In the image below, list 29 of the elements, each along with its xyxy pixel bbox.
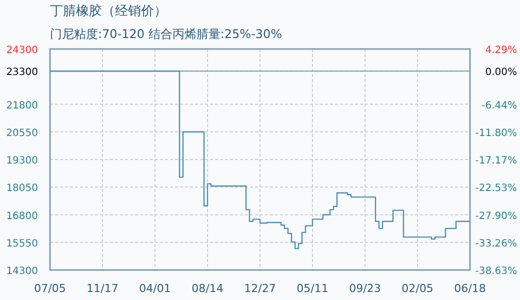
y2-tick-label: 4.29% [485,45,517,56]
x-tick-label: 12/27 [244,282,276,295]
y2-tick-label: 0.00% [485,67,517,78]
chart-subtitle: 门尼粘度:70-120 结合丙烯腈量:25%-30% [50,27,282,41]
y2-tick-label: -22.53% [475,183,517,194]
y-tick-label: 19300 [6,156,38,166]
y2-tick-label: -38.63% [475,266,517,277]
y-tick-label: 20550 [6,128,38,139]
y-tick-label: 14300 [6,266,38,277]
x-tick-label: 02/05 [402,282,434,295]
x-tick-label: 04/01 [139,282,171,295]
y2-tick-label: -33.26% [475,238,517,250]
y-tick-label: 21800 [6,100,38,112]
x-tick-label: 08/14 [192,282,224,295]
x-tick-label: 05/11 [296,282,328,295]
x-tick-label: 11/17 [86,282,118,295]
y2-tick-label: -6.44% [482,100,517,112]
y-tick-label: 16800 [6,210,38,222]
y-tick-label: 15550 [6,238,38,250]
y-tick-label: 23300 [6,67,38,78]
y-tick-label: 24300 [6,45,38,56]
y2-tick-label: -17.17% [475,156,517,166]
x-tick-label: 09/23 [349,282,381,295]
x-tick-label: 06/18 [454,282,486,295]
y2-tick-label: -27.90% [475,210,517,222]
y-tick-label: 18050 [6,183,38,194]
chart-title: 丁腈橡胶（经销价） [50,4,167,19]
y2-tick-label: -11.80% [475,128,517,139]
x-tick-label: 07/05 [34,282,66,295]
